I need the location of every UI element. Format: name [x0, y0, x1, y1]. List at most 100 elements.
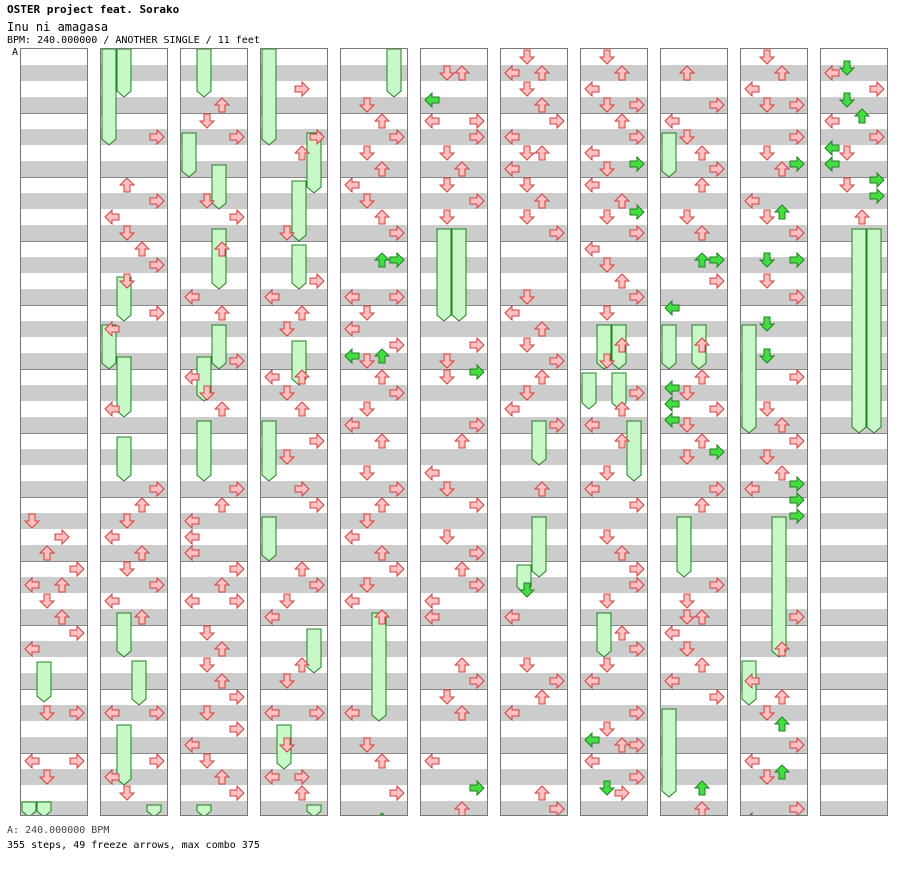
- freeze-head-up: [373, 252, 391, 268]
- step-arrow-down: [758, 769, 776, 785]
- step-arrow-down: [758, 145, 776, 161]
- step-arrow-up: [613, 545, 631, 561]
- step-arrow-right: [789, 368, 805, 386]
- freeze-head-right: [789, 507, 805, 525]
- step-arrow-left: [424, 592, 440, 610]
- freeze-arrow: [531, 516, 547, 578]
- freeze-arrow: [116, 49, 132, 98]
- measure-line: [661, 305, 727, 306]
- measure-line: [741, 753, 807, 754]
- step-arrow-right: [709, 96, 725, 114]
- step-arrow-down: [278, 385, 296, 401]
- step-arrow-down: [598, 209, 616, 225]
- step-arrow-down: [198, 657, 216, 673]
- step-arrow-up: [693, 225, 711, 241]
- step-arrow-left: [744, 192, 760, 210]
- step-arrow-right: [229, 128, 245, 146]
- measure-line: [421, 177, 487, 178]
- measure-line: [661, 497, 727, 498]
- step-arrow-down: [438, 529, 456, 545]
- step-arrow-down: [278, 449, 296, 465]
- chart-meta: BPM: 240.000000 / ANOTHER SINGLE / 11 fe…: [7, 35, 260, 46]
- chart-stats: 355 steps, 49 freeze arrows, max combo 3…: [7, 840, 260, 851]
- notes-layer: [824, 60, 885, 434]
- step-arrow-up: [533, 321, 551, 337]
- step-arrow-up: [293, 561, 311, 577]
- step-arrow-up: [533, 145, 551, 161]
- freeze-head-right: [469, 363, 485, 381]
- step-arrow-up: [213, 401, 231, 417]
- freeze-arrow: [211, 228, 227, 290]
- measure-line: [181, 433, 247, 434]
- step-arrow-right: [629, 288, 645, 306]
- step-arrow-down: [758, 273, 776, 289]
- step-arrow-down: [518, 177, 536, 193]
- step-arrow-down: [358, 737, 376, 753]
- step-arrow-right: [629, 704, 645, 722]
- step-arrow-right: [469, 576, 485, 594]
- freeze-arrow: [306, 628, 322, 674]
- step-arrow-down: [278, 225, 296, 241]
- step-arrow-down: [598, 49, 616, 65]
- freeze-arrow: [771, 516, 787, 658]
- step-arrow-down: [118, 225, 136, 241]
- measure-line: [741, 433, 807, 434]
- notes-layer: [504, 49, 565, 815]
- step-arrow-down: [518, 657, 536, 673]
- step-arrow-up: [773, 641, 791, 657]
- measure-line: [181, 113, 247, 114]
- step-arrow-up: [613, 273, 631, 289]
- measure-line: [741, 305, 807, 306]
- measure-line: [421, 113, 487, 114]
- measure-line: [581, 497, 647, 498]
- step-arrow-up: [213, 497, 231, 513]
- notes-layer: [424, 65, 485, 815]
- freeze-arrow: [211, 324, 227, 370]
- measure-column: [340, 48, 408, 816]
- step-arrow-right: [149, 576, 165, 594]
- measure-line: [661, 369, 727, 370]
- step-arrow-right: [549, 112, 565, 130]
- step-arrow-left: [584, 80, 600, 98]
- freeze-head-right: [869, 187, 885, 205]
- step-arrow-up: [693, 433, 711, 449]
- freeze-head-left: [664, 395, 680, 413]
- step-arrow-up: [613, 65, 631, 81]
- freeze-head-up: [693, 252, 711, 268]
- step-arrow-right: [789, 96, 805, 114]
- step-arrow-right: [389, 336, 405, 354]
- measure-line: [501, 625, 567, 626]
- step-arrow-down: [358, 193, 376, 209]
- step-arrow-left: [744, 80, 760, 98]
- freeze-arrow: [661, 324, 677, 370]
- step-arrow-right: [149, 128, 165, 146]
- step-arrow-left: [264, 288, 280, 306]
- step-arrow-up: [373, 433, 391, 449]
- step-arrow-right: [309, 128, 325, 146]
- step-arrow-right: [309, 496, 325, 514]
- bpm-marker-label: A: [12, 47, 19, 58]
- step-arrow-down: [678, 209, 696, 225]
- freeze-arrow: [531, 420, 547, 466]
- measure-line: [101, 305, 167, 306]
- freeze-head-right: [709, 251, 725, 269]
- freeze-arrow: [866, 228, 882, 434]
- step-arrow-left: [344, 592, 360, 610]
- step-arrow-down: [358, 465, 376, 481]
- freeze-arrow: [196, 49, 212, 98]
- freeze-head-left: [344, 347, 360, 365]
- step-arrow-up: [213, 641, 231, 657]
- step-arrow-left: [744, 672, 760, 690]
- measure-line: [741, 689, 807, 690]
- measure-line: [181, 305, 247, 306]
- step-arrow-down: [518, 337, 536, 353]
- step-arrow-right: [229, 784, 245, 802]
- step-arrow-up: [373, 497, 391, 513]
- step-arrow-left: [424, 752, 440, 770]
- step-arrow-left: [104, 768, 120, 786]
- freeze-head-up: [379, 812, 385, 815]
- measure-line: [261, 113, 327, 114]
- freeze-head-left: [584, 731, 600, 749]
- freeze-head-up: [773, 204, 791, 220]
- step-arrow-right: [69, 624, 85, 642]
